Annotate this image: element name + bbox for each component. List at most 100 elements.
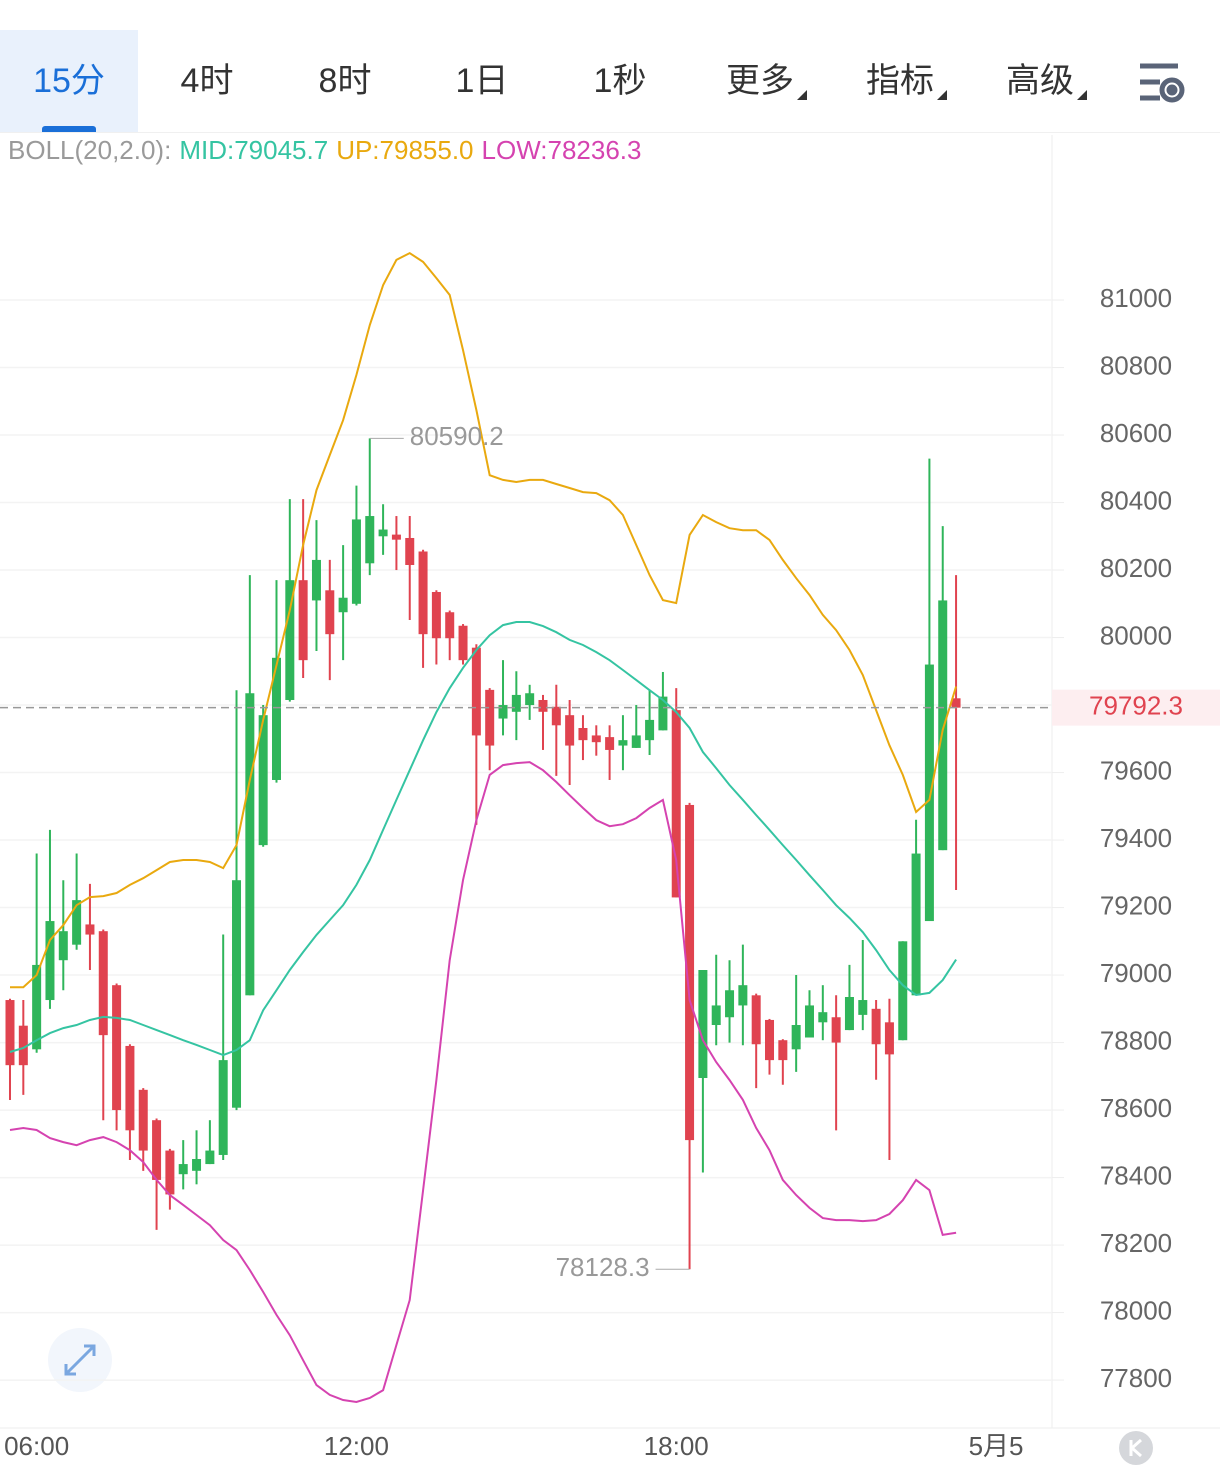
legend-entry: LOW:78236.3: [482, 135, 642, 165]
x-tick-label: 5月5: [969, 1431, 1024, 1461]
x-tick-label: 06:00: [4, 1431, 69, 1461]
candle-body: [778, 1040, 788, 1061]
timeframe-tab[interactable]: 高级: [971, 30, 1109, 132]
candle-body: [511, 694, 521, 712]
candle-body: [565, 715, 575, 746]
boll-line: [9, 621, 957, 1057]
candle-body: [431, 591, 441, 639]
candle-body: [818, 1012, 828, 1023]
candle-body: [485, 689, 495, 746]
candle-body: [884, 1022, 894, 1055]
y-tick-label: 78200: [1100, 1228, 1172, 1258]
indicator-label: BOLL(20,2.0):: [8, 135, 171, 165]
y-tick-label: 78400: [1100, 1160, 1172, 1190]
timeframe-tab[interactable]: 指标: [831, 30, 969, 132]
candle-body: [578, 728, 588, 741]
candle-body: [98, 931, 108, 1036]
candle-body: [391, 534, 401, 540]
candle-body: [591, 735, 601, 743]
candle-body: [311, 559, 321, 601]
y-tick-label: 78000: [1100, 1295, 1172, 1325]
timeframe-tab[interactable]: 15分: [0, 30, 138, 132]
y-tick-label: 80200: [1100, 553, 1172, 583]
candle-body: [271, 657, 281, 780]
candle-body: [685, 804, 695, 1141]
candle-body: [152, 1120, 162, 1180]
candle-body: [911, 853, 921, 996]
candle-body: [871, 1008, 881, 1045]
x-tick-label: 18:00: [644, 1431, 709, 1461]
settings-icon[interactable]: [1140, 63, 1185, 103]
tab-bar: 15分 4时 8时 1日 1秒 更多 指标 高级: [0, 0, 1220, 133]
candle-body: [751, 995, 761, 1045]
y-tick-label: 78800: [1100, 1025, 1172, 1055]
y-tick-label: 79000: [1100, 958, 1172, 988]
candle-body: [631, 735, 641, 748]
y-tick-label: 79200: [1100, 890, 1172, 920]
timeframe-tab[interactable]: 4时: [180, 62, 234, 100]
candle-body: [85, 924, 95, 935]
candle-body: [938, 600, 948, 851]
candle-body: [365, 516, 375, 564]
candle-body: [671, 710, 681, 898]
timeframe-tab[interactable]: 8时: [318, 62, 372, 100]
candle-body: [898, 941, 908, 1041]
candle-body: [618, 740, 628, 746]
y-tick-label: 79600: [1100, 755, 1172, 785]
last-price-tag: [1052, 689, 1220, 726]
boll-line: [9, 761, 957, 1404]
candle-body: [605, 737, 615, 750]
candle-body: [245, 693, 255, 996]
candle-body: [32, 964, 42, 1050]
k-button[interactable]: [1119, 1431, 1153, 1465]
candle-body: [711, 1005, 721, 1026]
candle-body: [418, 551, 428, 635]
candle-body: [232, 880, 242, 1108]
y-tick-label: 80400: [1100, 485, 1172, 515]
candle-body: [858, 1000, 868, 1015]
candle-body: [58, 931, 68, 961]
candle-body: [525, 693, 535, 706]
candle-body: [498, 705, 508, 719]
candle-body: [45, 921, 55, 1001]
y-tick-label: 78600: [1100, 1093, 1172, 1123]
candle-body: [205, 1150, 215, 1165]
y-tick-label: 80000: [1100, 620, 1172, 650]
candle-body: [804, 1005, 814, 1038]
timeframe-tab[interactable]: 1秒: [593, 62, 647, 100]
y-tick-label: 80800: [1100, 350, 1172, 380]
extreme-label: 78128.3: [556, 1252, 650, 1282]
candle-body: [725, 990, 735, 1018]
candle-body: [218, 1060, 228, 1155]
candle-body: [471, 647, 481, 736]
candle-body: [831, 1017, 841, 1043]
candle-body: [405, 537, 415, 565]
candle-body: [458, 625, 468, 661]
candle-body: [698, 969, 708, 1079]
candle-body: [192, 1159, 202, 1171]
candle-body: [951, 698, 961, 708]
expand-button[interactable]: [48, 1328, 112, 1392]
candle-body: [844, 997, 854, 1031]
candle-body: [445, 612, 455, 639]
candle-body: [924, 664, 934, 922]
candle-body: [112, 985, 122, 1111]
candle-body: [551, 706, 561, 726]
x-tick-label: 12:00: [324, 1431, 389, 1461]
timeframe-tab[interactable]: 更多: [691, 30, 829, 132]
candle-body: [351, 519, 361, 604]
candle-body: [378, 529, 388, 537]
timeframe-tab[interactable]: 1日: [455, 62, 509, 100]
y-tick-label: 77800: [1100, 1363, 1172, 1393]
y-tick-label: 80600: [1100, 418, 1172, 448]
legend-entry: MID:79045.7: [179, 135, 328, 165]
candle-body: [258, 715, 268, 846]
candle-body: [738, 985, 748, 1006]
boll-line: [10, 251, 958, 989]
indicator-legend: BOLL(20,2.0): MID:79045.7 UP:79855.0 LOW:78…: [8, 135, 641, 165]
candle-body: [178, 1164, 188, 1175]
candle-body: [338, 597, 348, 613]
candle-body: [658, 696, 668, 731]
